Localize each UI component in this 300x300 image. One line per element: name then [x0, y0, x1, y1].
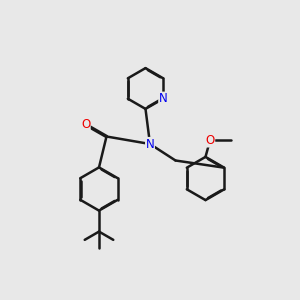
Text: N: N — [159, 92, 167, 105]
Text: O: O — [81, 118, 90, 131]
Text: O: O — [206, 134, 214, 147]
Text: N: N — [146, 137, 154, 151]
